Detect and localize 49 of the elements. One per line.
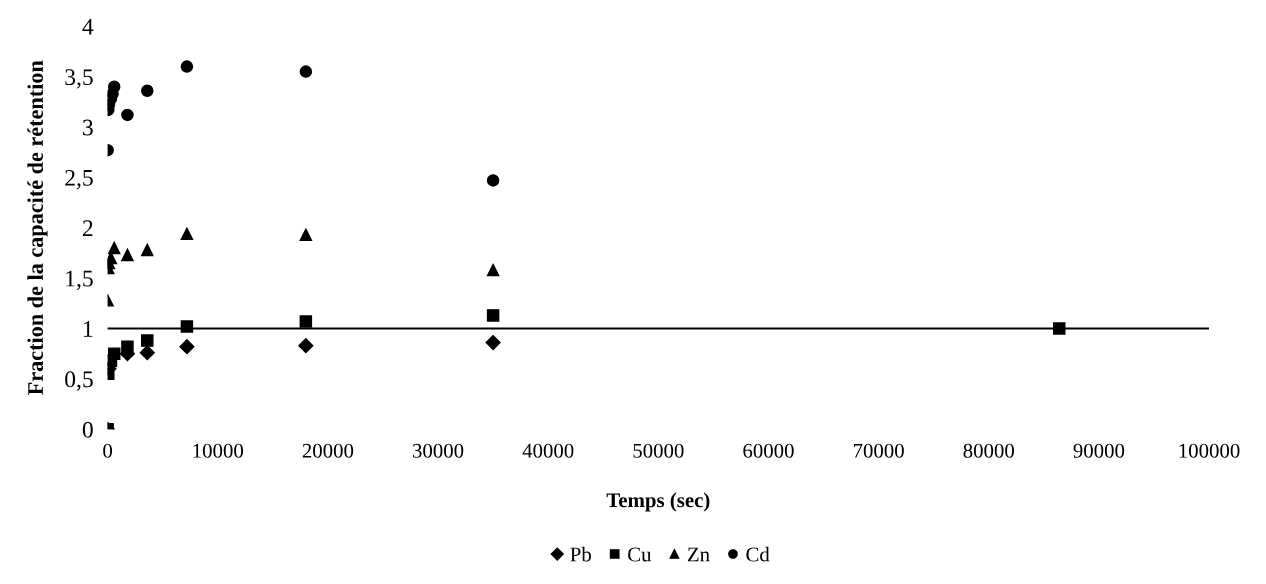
point	[180, 60, 194, 73]
point	[107, 80, 121, 93]
y-tick-label: 3	[83, 119, 93, 136]
legend-label: Zn	[687, 547, 710, 562]
x-axis-title: Temps (sec)	[606, 492, 710, 512]
x-tick-label: 60000	[743, 443, 794, 458]
y-tick-label: 2,5	[65, 169, 93, 190]
point	[121, 108, 134, 122]
x-tick-label: 40000	[522, 443, 574, 458]
point	[139, 345, 155, 361]
point	[141, 243, 154, 257]
point	[179, 339, 195, 355]
x-tick-label: 10000	[193, 443, 243, 458]
y-tick-label: 4	[82, 18, 94, 35]
point	[486, 263, 500, 277]
y-tick-label: 0,5	[65, 371, 93, 391]
y-tick-label: 2	[82, 220, 93, 236]
point	[141, 334, 154, 347]
point	[180, 227, 194, 241]
point	[299, 315, 313, 328]
legend-label: Cd	[746, 546, 770, 562]
x-tick-label: 30000	[412, 443, 464, 458]
point	[299, 228, 313, 242]
y-tick-label: 1	[83, 321, 93, 337]
x-tick-label: 70000	[853, 443, 904, 458]
point	[107, 241, 121, 255]
point	[486, 174, 500, 187]
point	[298, 338, 314, 354]
point	[141, 84, 154, 98]
point	[486, 309, 500, 322]
point	[299, 65, 313, 78]
x-tick-label: 80000	[963, 443, 1014, 458]
point	[121, 248, 134, 262]
x-tick-label: 100000	[1179, 443, 1240, 458]
y-axis-title: Fraction de la capacité de rétention	[27, 60, 48, 395]
x-tick-label: 20000	[302, 443, 354, 458]
legend-label: Pb	[570, 546, 591, 562]
legend-label: Cu	[628, 547, 652, 562]
y-tick-label: 1,5	[66, 270, 93, 290]
point	[1052, 322, 1066, 335]
y-tick-label: 0	[82, 421, 93, 438]
point	[121, 340, 134, 353]
x-tick-label: 50000	[633, 443, 684, 458]
x-tick-label: 0	[103, 443, 113, 458]
point	[180, 320, 194, 333]
y-tick-label: 3,5	[65, 69, 93, 89]
point	[107, 347, 121, 360]
point	[485, 335, 501, 351]
x-tick-label: 90000	[1073, 443, 1125, 458]
